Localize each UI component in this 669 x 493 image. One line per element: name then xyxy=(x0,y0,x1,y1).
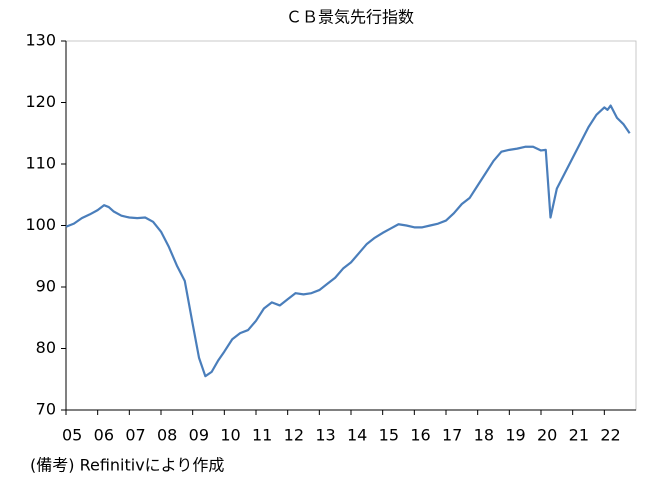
x-tick-label: 18 xyxy=(474,426,494,445)
y-tick-label: 120 xyxy=(25,92,56,111)
chart-title: ＣＢ景気先行指数 xyxy=(286,8,414,27)
x-tick-label: 12 xyxy=(284,426,304,445)
x-tick-label: 17 xyxy=(442,426,462,445)
y-tick-label: 90 xyxy=(36,277,56,296)
x-tick-label: 10 xyxy=(220,426,240,445)
y-tick-label: 100 xyxy=(25,215,56,234)
x-tick-label: 15 xyxy=(379,426,399,445)
x-tick-label: 14 xyxy=(347,426,367,445)
x-tick-label: 06 xyxy=(94,426,114,445)
x-tick-label: 07 xyxy=(125,426,145,445)
x-tick-label: 08 xyxy=(157,426,177,445)
data-line xyxy=(65,104,631,378)
chart-note: (備考) Refinitivにより作成 xyxy=(30,456,224,475)
plot-frame xyxy=(65,40,637,411)
y-tick-label: 130 xyxy=(25,31,56,50)
x-tick-label: 05 xyxy=(62,426,82,445)
y-tick-label: 70 xyxy=(36,400,56,419)
x-tick-label: 21 xyxy=(569,426,589,445)
x-tick-label: 11 xyxy=(252,426,272,445)
y-tick-label: 110 xyxy=(25,154,56,173)
x-tick-label: 16 xyxy=(410,426,430,445)
x-tick-label: 13 xyxy=(315,426,335,445)
x-tick-label: 22 xyxy=(600,426,620,445)
y-tick-label: 80 xyxy=(36,338,56,357)
x-tick-label: 20 xyxy=(537,426,557,445)
x-tick-label: 09 xyxy=(189,426,209,445)
x-tick-label: 19 xyxy=(505,426,525,445)
